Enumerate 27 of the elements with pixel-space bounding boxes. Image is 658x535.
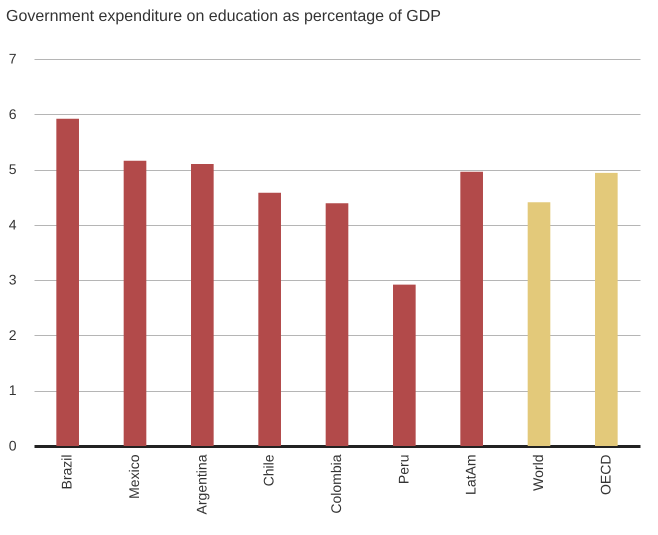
y-tick-label: 6: [8, 106, 17, 122]
bar: [191, 164, 214, 446]
y-tick-label: 4: [8, 216, 17, 232]
x-tick-label: Argentina: [193, 454, 210, 514]
bar: [595, 172, 618, 446]
bar: [56, 118, 79, 446]
x-tick-label: Chile: [260, 454, 277, 486]
bar: [258, 192, 281, 446]
y-tick-label: 1: [8, 382, 17, 398]
x-tick-label: World: [530, 454, 546, 491]
x-tick-label: Mexico: [126, 454, 142, 499]
x-tick-label: Peru: [395, 454, 412, 484]
x-tick-label: Colombia: [328, 454, 344, 514]
y-tick-label: 5: [8, 161, 17, 178]
y-tick-label: 3: [8, 272, 17, 288]
x-tick-label: LatAm: [462, 454, 479, 495]
bar: [460, 172, 483, 446]
bar: [393, 284, 416, 446]
bar: [528, 202, 550, 446]
chart-title: Government expenditure on education as percentage of GDP: [6, 8, 441, 25]
x-tick-label: OECD: [597, 454, 614, 495]
y-tick-label: 2: [8, 326, 17, 343]
y-tick-label: 0: [8, 438, 17, 454]
bar: [326, 203, 348, 446]
bar: [124, 160, 146, 446]
y-tick-label: 7: [8, 50, 17, 66]
x-tick-label: Brazil: [58, 454, 75, 490]
